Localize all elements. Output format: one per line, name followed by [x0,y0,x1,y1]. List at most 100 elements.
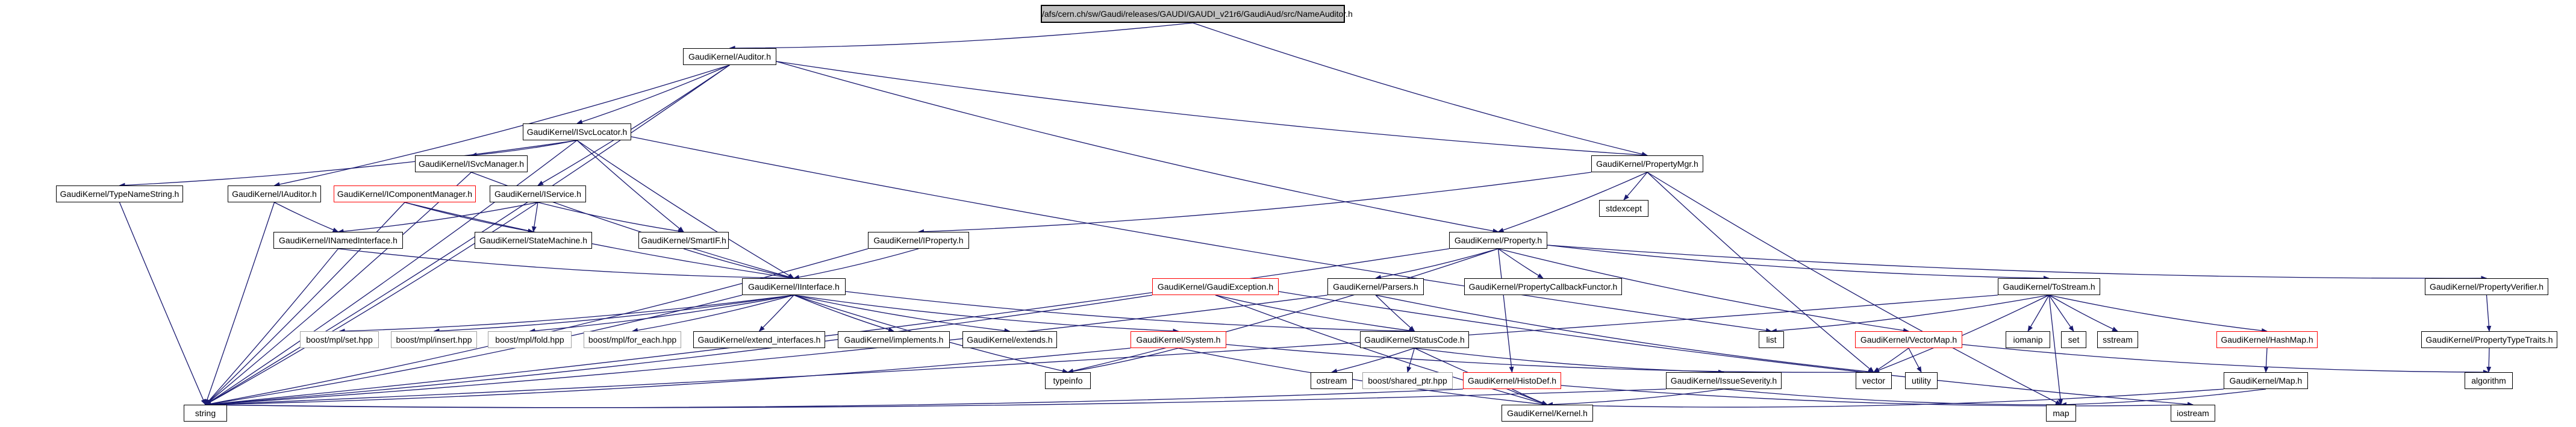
include-edge-root-to-auditor [729,22,1193,51]
include-edge-auditor-to-propertymgr [776,61,1648,158]
include-edge-gaudiexception-to-statuscode [1215,295,1415,333]
include-edge-iservice-to-smartif [537,202,684,234]
graph-node-vectormap[interactable]: GaudiKernel/VectorMap.h [1855,331,1962,348]
include-edge-histodef-to-kernel [1512,388,1548,405]
include-edge-statuscode-to-issueseverity [1414,348,1724,375]
graph-node-stdexcept[interactable]: stdexcept [1599,200,1648,217]
graph-node-utility[interactable]: utility [1905,372,1938,389]
include-edge-auditor-to-string [205,64,730,405]
include-edge-propertymgr-to-stdexcept [1623,172,1648,201]
graph-node-exts[interactable]: GaudiKernel/extends.h [962,331,1057,348]
include-edge-iservice-to-statemachine [531,202,538,232]
graph-node-iauditor[interactable]: GaudiKernel/IAuditor.h [228,185,321,202]
graph-node-bforeach[interactable]: boost/mpl/for_each.hpp [584,331,681,348]
graph-node-hashmap[interactable]: GaudiKernel/HashMap.h [2216,331,2318,348]
graph-node-statemachine[interactable]: GaudiKernel/StateMachine.h [475,232,592,249]
include-edge-icomponentmanager-to-string [205,202,405,405]
include-edge-icomponentmanager-to-iinterface [404,202,794,280]
graph-node-iostream[interactable]: iostream [2171,405,2215,422]
include-edge-tostream-to-string [205,295,1998,407]
graph-node-extifc[interactable]: GaudiKernel/extend_interfaces.h [693,331,825,348]
graph-node-kernel[interactable]: GaudiKernel/Kernel.h [1502,405,1593,422]
graph-node-vector[interactable]: vector [1856,372,1892,389]
graph-node-parsers[interactable]: GaudiKernel/Parsers.h [1327,278,1424,295]
include-edge-typenamestring-to-string [119,202,206,405]
include-edge-isvclocator-to-smartif [576,140,684,232]
include-edge-property-to-string [205,248,1450,407]
include-edge-isvclocator-to-isvcmanager [470,140,578,158]
include-edge-property-to-tostream [1547,245,2050,281]
graph-node-ptt[interactable]: GaudiKernel/PropertyTypeTraits.h [2421,331,2557,348]
include-edge-property-to-propertycallbackfunctor [1498,248,1544,279]
include-edge-propertymgr-to-iproperty [918,172,1592,234]
include-edge-iinterface-to-string [205,295,743,407]
graph-node-isvcmanager[interactable]: GaudiKernel/ISvcManager.h [415,155,528,172]
include-edge-property-to-parsers [1375,248,1499,280]
graph-node-system[interactable]: GaudiKernel/System.h [1131,331,1226,348]
include-edge-vectormap-to-vector [1873,348,1909,373]
graph-node-typenamestring[interactable]: GaudiKernel/TypeNameString.h [56,185,183,202]
graph-node-iinterface[interactable]: GaudiKernel/IInterface.h [742,278,846,295]
include-edge-tostream-to-list [1771,295,2050,334]
include-edge-gaudiexception-to-kernel [1215,295,1548,406]
graph-node-issueseverity[interactable]: GaudiKernel/IssueSeverity.h [1666,372,1782,389]
graph-node-gmap[interactable]: GaudiKernel/Map.h [2224,372,2308,389]
include-edge-propertymgr-to-property [1497,172,1648,232]
include-edge-gaudiexception-to-iostream [1278,291,2194,407]
graph-node-smartif[interactable]: GaudiKernel/SmartIF.h [638,232,729,249]
graph-node-algorithm[interactable]: algorithm [2465,372,2513,389]
include-edge-iinterface-to-extifc [758,295,794,332]
include-edge-vectormap-to-algorithm [1962,344,2489,375]
include-edge-auditor-to-property [776,61,1499,234]
include-edge-hashmap-to-gmap [2263,348,2269,373]
graph-node-propertycallbackfunctor[interactable]: GaudiKernel/PropertyCallbackFunctor.h [1464,278,1622,295]
include-edge-isvclocator-to-string [205,140,578,405]
graph-node-impl[interactable]: GaudiKernel/implements.h [838,331,950,348]
graph-node-inamedinterface[interactable]: GaudiKernel/INamedInterface.h [273,232,403,249]
graph-node-propertymgr[interactable]: GaudiKernel/PropertyMgr.h [1591,155,1703,172]
include-edge-vectormap-to-utility [1908,348,1922,373]
graph-node-tostream[interactable]: GaudiKernel/ToStream.h [1998,278,2100,295]
graph-node-propertyverifier[interactable]: GaudiKernel/PropertyVerifier.h [2425,278,2548,295]
include-edge-propertymgr-to-vector [1647,172,1874,373]
graph-node-iomanip[interactable]: iomanip [2006,331,2050,348]
graph-node-string[interactable]: string [184,405,227,422]
include-edge-statuscode-to-ostream [1331,348,1415,373]
include-edge-property-to-typeinfo [1067,248,1499,373]
graph-node-histodef[interactable]: GaudiKernel/HistoDef.h [1463,372,1561,389]
graph-node-property[interactable]: GaudiKernel/Property.h [1449,232,1547,249]
graph-node-bset[interactable]: boost/mpl/set.hpp [300,331,379,348]
include-edge-isvcmanager-to-string [205,172,472,405]
include-edge-root-to-propertymgr [1193,22,1648,157]
include-edge-parsers-to-statuscode [1375,295,1415,332]
graph-node-iservice[interactable]: GaudiKernel/IService.h [490,185,586,202]
graph-node-gaudiexception[interactable]: GaudiKernel/GaudiException.h [1152,278,1279,295]
graph-node-typeinfo[interactable]: typeinfo [1045,372,1091,389]
graph-node-isvclocator[interactable]: GaudiKernel/ISvcLocator.h [523,123,631,140]
graph-node-bfold[interactable]: boost/mpl/fold.hpp [488,331,572,348]
include-edge-iinterface-to-system [793,295,1179,334]
graph-node-icomponentmanager[interactable]: GaudiKernel/IComponentManager.h [334,185,476,202]
include-edge-property-to-histodef [1497,248,1514,373]
graph-node-binsert[interactable]: boost/mpl/insert.hpp [391,331,477,348]
include-edge-iinterface-to-bfold [529,295,794,334]
graph-node-set[interactable]: set [2061,331,2086,348]
graph-node-map[interactable]: map [2046,405,2076,422]
include-edge-inamedinterface-to-iinterface [338,248,794,281]
graph-node-ostream[interactable]: ostream [1311,372,1353,389]
graph-node-auditor[interactable]: GaudiKernel/Auditor.h [683,48,776,65]
include-edge-issueseverity-to-map [1723,388,2062,408]
graph-node-iproperty[interactable]: GaudiKernel/IProperty.h [868,232,969,249]
include-edge-tostream-to-map [2048,295,2063,405]
include-edge-tostream-to-iomanip [2027,295,2050,332]
graph-node-sharedptr[interactable]: boost/shared_ptr.hpp [1362,372,1453,389]
include-edge-system-to-vector [1226,344,1874,375]
graph-node-list[interactable]: list [1759,331,1784,348]
graph-node-sstream_box[interactable]: sstream [2097,331,2138,348]
include-edge-property-to-vectormap [1498,248,1909,333]
graph-node-statuscode[interactable]: GaudiKernel/StatusCode.h [1360,331,1469,348]
include-edge-issueseverity-to-kernel [1547,388,1724,407]
include-edge-iinterface-to-binsert [433,295,794,334]
include-edge-iinterface-to-bset [338,295,794,334]
